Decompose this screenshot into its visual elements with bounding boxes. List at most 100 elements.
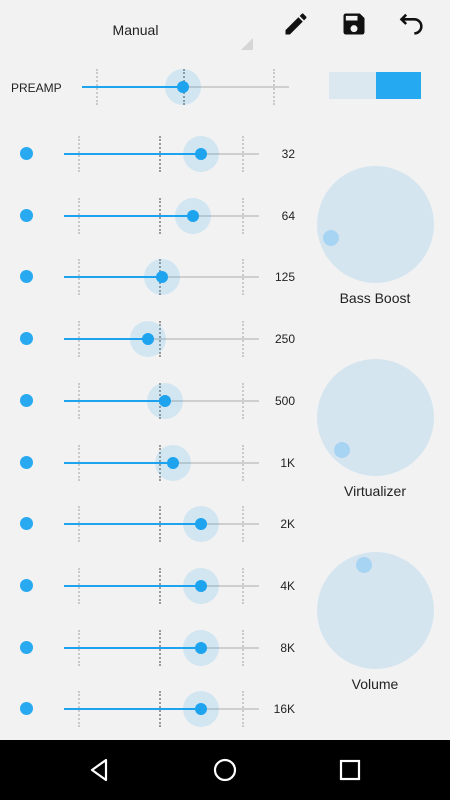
slider-tick (242, 198, 244, 234)
slider-thumb[interactable] (167, 457, 180, 469)
slider-thumb[interactable] (194, 580, 207, 592)
save-icon[interactable] (340, 10, 368, 38)
virtualizer-knob-indicator (334, 441, 351, 458)
back-icon[interactable] (86, 756, 114, 784)
slider-tick (78, 445, 80, 481)
band-enable-dot[interactable] (20, 332, 33, 345)
slider-tick (242, 383, 244, 419)
band-frequency-label: 64 (281, 209, 295, 223)
band-slider[interactable] (64, 630, 259, 666)
slider-fill (64, 215, 193, 217)
slider-fill (64, 400, 166, 402)
bass-boost-knob-indicator (323, 230, 340, 247)
slider-tick (273, 69, 275, 105)
slider-tick (242, 445, 244, 481)
slider-tick (242, 506, 244, 542)
slider-thumb[interactable] (194, 148, 207, 160)
slider-tick (78, 321, 80, 357)
navigation-bar (0, 740, 450, 800)
slider-thumb[interactable] (194, 642, 207, 654)
band-slider[interactable] (64, 383, 259, 419)
slider-tick (242, 568, 244, 604)
slider-tick (159, 691, 161, 727)
slider-tick (78, 198, 80, 234)
volume-knob-indicator (356, 557, 373, 574)
slider-tick (242, 136, 244, 172)
slider-fill (64, 462, 174, 464)
band-slider[interactable] (64, 198, 259, 234)
band-enable-dot[interactable] (20, 270, 33, 283)
slider-tick (78, 506, 80, 542)
bass-boost-knob[interactable] (316, 165, 434, 283)
toggle-on-indicator (376, 72, 421, 99)
slider-tick (159, 568, 161, 604)
slider-tick (242, 259, 244, 295)
volume-label: Volume (351, 676, 399, 692)
band-frequency-label: 16K (273, 702, 295, 716)
preset-dropdown[interactable]: Manual (18, 12, 253, 50)
slider-tick (159, 506, 161, 542)
slider-tick (159, 445, 161, 481)
recents-icon[interactable] (336, 756, 364, 784)
slider-tick (242, 691, 244, 727)
band-enable-dot[interactable] (20, 702, 33, 715)
preset-label: Manual (112, 22, 159, 38)
band-frequency-label: 32 (281, 147, 295, 161)
band-enable-dot[interactable] (20, 579, 33, 592)
slider-thumb[interactable] (155, 271, 168, 283)
band-frequency-label: 4K (280, 579, 295, 593)
band-enable-dot[interactable] (20, 456, 33, 469)
band-slider[interactable] (64, 568, 259, 604)
slider-thumb[interactable] (186, 210, 199, 222)
bass-boost-label: Bass Boost (339, 290, 411, 306)
band-frequency-label: 250 (274, 332, 295, 346)
pencil-icon[interactable] (282, 10, 310, 38)
band-slider[interactable] (64, 136, 259, 172)
home-icon[interactable] (211, 756, 239, 784)
slider-tick (78, 383, 80, 419)
band-enable-dot[interactable] (20, 209, 33, 222)
band-enable-dot[interactable] (20, 147, 33, 160)
undo-icon[interactable] (398, 10, 426, 38)
equalizer-toggle[interactable] (329, 72, 421, 99)
virtualizer-label: Virtualizer (344, 483, 406, 499)
volume-knob[interactable] (316, 551, 434, 669)
band-slider[interactable] (64, 445, 259, 481)
slider-tick (159, 630, 161, 666)
slider-thumb[interactable] (141, 333, 154, 345)
band-slider[interactable] (64, 506, 259, 542)
band-slider[interactable] (64, 321, 259, 357)
slider-thumb[interactable] (177, 81, 190, 93)
slider-fill (64, 523, 201, 525)
slider-fill (64, 647, 201, 649)
slider-tick (159, 198, 161, 234)
slider-thumb[interactable] (159, 395, 172, 407)
band-slider[interactable] (64, 691, 259, 727)
band-frequency-label: 8K (280, 641, 295, 655)
slider-tick (159, 321, 161, 357)
slider-tick (96, 69, 98, 105)
preamp-label: PREAMP (11, 81, 62, 95)
virtualizer-knob[interactable] (316, 358, 434, 476)
slider-fill (82, 86, 184, 88)
band-slider[interactable] (64, 259, 259, 295)
slider-fill (64, 276, 162, 278)
slider-thumb[interactable] (194, 518, 207, 530)
slider-tick (78, 691, 80, 727)
band-frequency-label: 125 (274, 270, 295, 284)
band-enable-dot[interactable] (20, 394, 33, 407)
slider-fill (64, 585, 201, 587)
slider-fill (64, 708, 201, 710)
slider-thumb[interactable] (194, 703, 207, 715)
dropdown-corner-icon (241, 38, 253, 50)
slider-tick (78, 259, 80, 295)
band-frequency-label: 500 (274, 394, 295, 408)
band-enable-dot[interactable] (20, 641, 33, 654)
slider-tick (78, 630, 80, 666)
slider-tick (159, 136, 161, 172)
band-enable-dot[interactable] (20, 517, 33, 530)
slider-fill (64, 153, 201, 155)
slider-tick (242, 321, 244, 357)
slider-tick (78, 568, 80, 604)
preamp-slider[interactable] (82, 69, 289, 105)
